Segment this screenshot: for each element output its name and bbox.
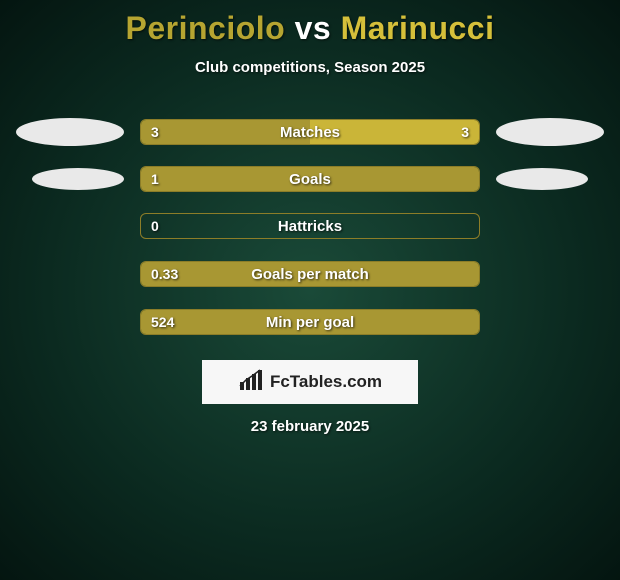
logo-text: FcTables.com (270, 372, 382, 392)
date: 23 february 2025 (0, 418, 620, 435)
subtitle: Club competitions, Season 2025 (0, 59, 620, 76)
stat-row: 524Min per goal (20, 308, 600, 336)
chart-icon (238, 368, 264, 397)
stat-label: Min per goal (141, 310, 479, 334)
player2-name: Marinucci (341, 10, 495, 46)
stat-label: Hattricks (141, 214, 479, 238)
left-ellipse (16, 118, 124, 146)
stat-bar: 1Goals (140, 166, 480, 192)
stat-bar: 0Hattricks (140, 213, 480, 239)
player1-name: Perinciolo (126, 10, 286, 46)
left-ellipse (32, 168, 124, 190)
stat-row: 1Goals (20, 166, 600, 192)
right-ellipse (496, 118, 604, 146)
stat-label: Matches (141, 120, 479, 144)
page-title: Perinciolo vs Marinucci (0, 0, 620, 47)
stats-rows: 33Matches 1Goals 0Hattricks 0.33Goals per m… (0, 118, 620, 336)
vs-text: vs (295, 10, 332, 46)
logo-box: FcTables.com (202, 360, 418, 404)
stat-row: 0Hattricks (20, 212, 600, 240)
stat-bar: 524Min per goal (140, 309, 480, 335)
stat-bar: 0.33Goals per match (140, 261, 480, 287)
logo: FcTables.com (238, 368, 382, 397)
stat-bar: 33Matches (140, 119, 480, 145)
stat-row: 33Matches (20, 118, 600, 146)
right-ellipse (496, 168, 588, 190)
stat-row: 0.33Goals per match (20, 260, 600, 288)
stat-label: Goals (141, 167, 479, 191)
stat-label: Goals per match (141, 262, 479, 286)
